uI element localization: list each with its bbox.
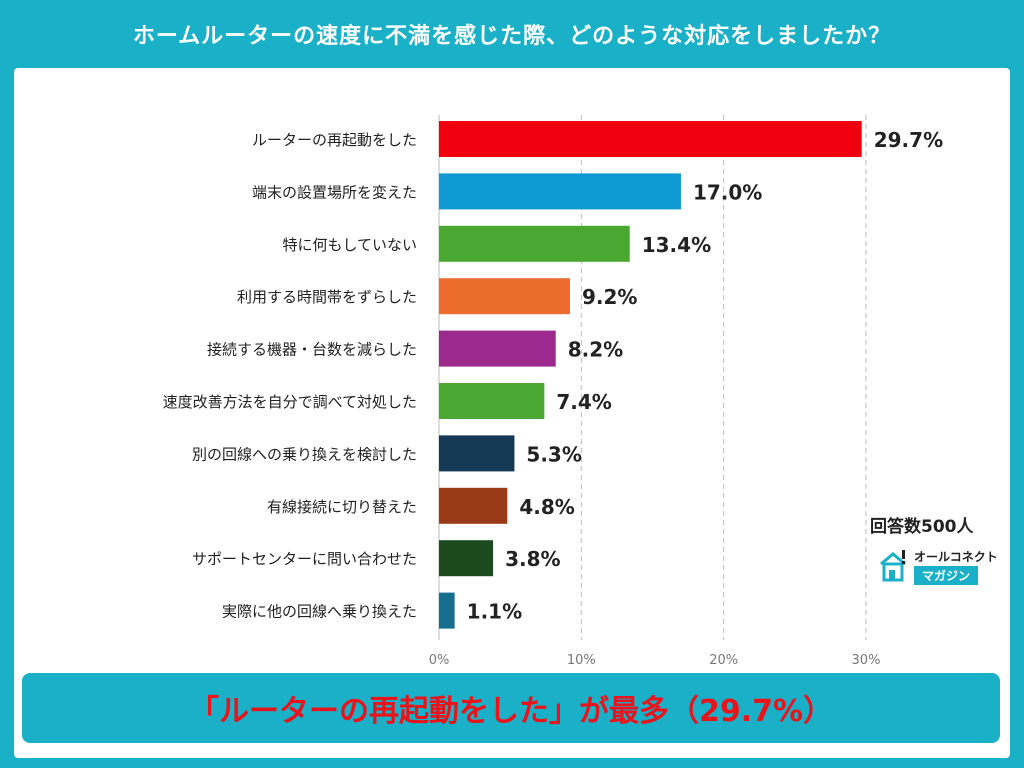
value-label: 13.4% — [642, 233, 711, 257]
category-label: 実際に他の回線へ乗り換えた — [222, 603, 417, 621]
bar — [439, 383, 545, 419]
bar — [439, 435, 515, 472]
value-label: 5.3% — [526, 442, 581, 466]
bar — [439, 592, 455, 629]
bar — [439, 278, 570, 315]
x-tick-label: 20% — [709, 653, 738, 668]
summary-text: 「ルーターの再起動をした」が最多（29.7%） — [188, 694, 834, 729]
category-label: 利用する時間帯をずらした — [237, 288, 417, 306]
value-label: 7.4% — [556, 390, 611, 414]
bar — [439, 487, 508, 524]
sample-size-label: 回答数500人 — [870, 517, 974, 537]
category-label: ルーターの再起動をした — [252, 131, 417, 149]
brand-logo: オールコネクト マガジン — [878, 546, 998, 586]
value-label: 8.2% — [568, 338, 623, 362]
category-label: 端末の設置場所を変えた — [252, 183, 417, 201]
category-label: 速度改善方法を自分で調べて対処した — [163, 393, 417, 411]
category-label: 別の回線への乗り換えを検討した — [192, 445, 417, 463]
value-label: 3.8% — [505, 547, 560, 571]
x-tick-label: 0% — [429, 653, 450, 668]
value-label: 29.7% — [874, 128, 943, 152]
value-label: 9.2% — [582, 285, 637, 309]
bar — [439, 121, 862, 157]
value-label: 17.0% — [693, 180, 762, 204]
bar — [439, 225, 630, 262]
category-label: 特に何もしていない — [282, 236, 417, 254]
category-label: サポートセンターに問い合わせた — [192, 550, 417, 568]
bar — [439, 540, 494, 577]
chart-meta: 回答数500人 オールコネクト マガジン — [870, 512, 1010, 585]
logo-text-bottom: マガジン — [914, 566, 979, 585]
x-tick-label: 10% — [567, 653, 596, 668]
chart-title: ホームルーターの速度に不満を感じた際、どのような対応をしましたか？ — [132, 24, 892, 49]
bar — [439, 330, 556, 367]
house-icon — [880, 550, 906, 582]
summary-banner: 「ルーターの再起動をした」が最多（29.7%） — [22, 673, 1000, 743]
category-label: 有線接続に切り替えた — [267, 498, 417, 516]
value-label: 1.1% — [467, 600, 522, 624]
summary-banner-inner: 「ルーターの再起動をした」が最多（29.7%） — [30, 679, 992, 737]
x-tick-label: 30% — [852, 653, 881, 668]
value-label: 4.8% — [519, 495, 574, 519]
logo-text-top: オールコネクト — [914, 550, 998, 564]
bar — [439, 173, 681, 210]
category-label: 接続する機器・台数を減らした — [207, 341, 417, 359]
